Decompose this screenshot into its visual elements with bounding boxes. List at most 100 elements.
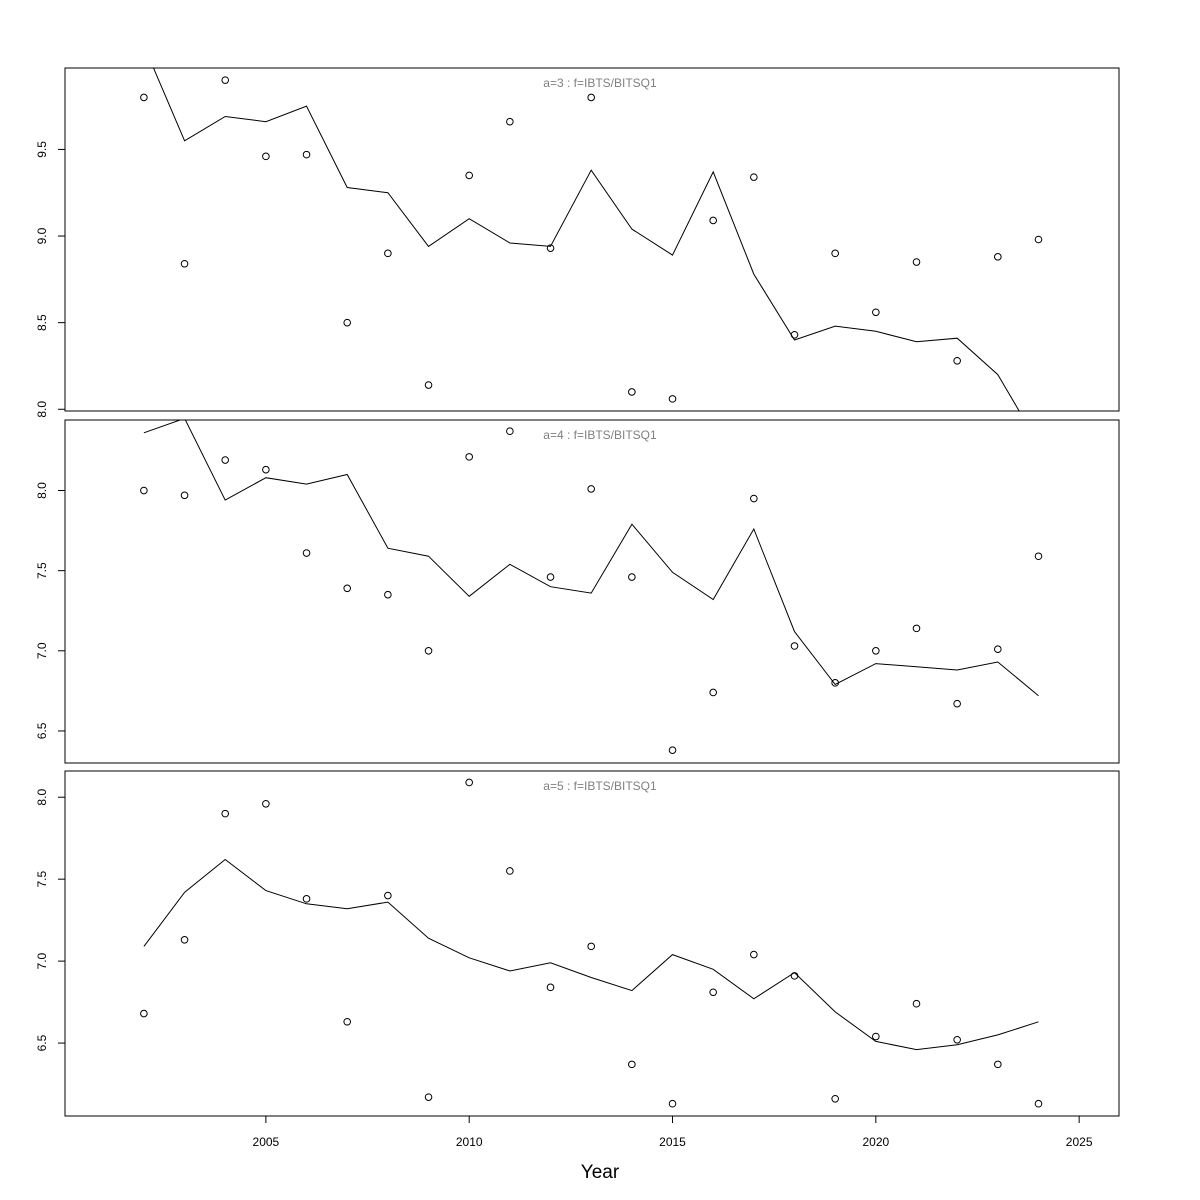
data-point <box>546 983 555 992</box>
y-tick-label: 8.5 <box>35 314 49 331</box>
data-point <box>424 381 433 389</box>
data-point <box>302 549 311 557</box>
data-point <box>668 746 677 754</box>
data-point <box>587 942 595 951</box>
panel-frame <box>64 67 1120 412</box>
data-point <box>221 809 230 818</box>
data-point <box>1034 1099 1043 1108</box>
data-point <box>709 688 717 697</box>
fitted-line <box>143 420 1039 697</box>
x-axis-label: Year <box>581 1162 620 1183</box>
data-point <box>262 152 270 161</box>
data-point <box>384 891 392 900</box>
data-point <box>953 1035 961 1044</box>
panel-frame <box>64 419 1120 764</box>
data-point <box>709 216 717 225</box>
data-point <box>628 573 636 581</box>
data-point <box>750 494 758 503</box>
data-point <box>180 259 189 268</box>
y-tick-label: 9.5 <box>35 141 49 158</box>
y-tick-label: 6.5 <box>35 722 49 739</box>
data-point <box>831 249 839 258</box>
data-point <box>628 1060 636 1069</box>
data-point <box>465 171 473 180</box>
data-point <box>953 356 961 365</box>
y-tick-label: 7.0 <box>35 952 49 969</box>
y-tick-label: 7.5 <box>35 871 49 888</box>
data-point <box>506 427 514 436</box>
data-point <box>140 93 148 102</box>
panel-title: a=3 : f=IBTS/BITSQ1 <box>543 76 657 90</box>
y-tick-label: 8.0 <box>35 401 49 418</box>
data-point <box>872 1032 880 1041</box>
data-point <box>221 456 230 464</box>
data-point <box>790 642 799 650</box>
data-point <box>872 647 880 655</box>
data-point <box>994 1060 1002 1069</box>
data-point <box>424 1093 433 1101</box>
data-point <box>262 799 270 808</box>
data-point <box>587 485 595 493</box>
panel-1: a=3 : f=IBTS/BITSQ1 8.0 8.5 9.0 9.5 <box>35 67 1120 418</box>
panel-3: a=5 : f=IBTS/BITSQ1 6.5 7.0 7.5 8.0 <box>35 770 1120 1117</box>
y-tick-label: 7.5 <box>35 562 49 579</box>
data-point <box>628 388 636 396</box>
x-tick-label: 2010 <box>456 1135 483 1149</box>
data-point <box>343 1017 352 1026</box>
data-point <box>180 936 189 944</box>
data-point <box>750 950 758 959</box>
x-tick-label: 2005 <box>253 1135 280 1149</box>
x-tick-label: 2025 <box>1066 1135 1093 1149</box>
data-point <box>465 778 473 787</box>
data-point <box>668 395 677 403</box>
y-tick-label: 6.5 <box>35 1034 49 1051</box>
panel-2: a=4 : f=IBTS/BITSQ1 6.5 7.0 7.5 8.0 <box>35 419 1120 764</box>
data-point <box>140 1009 148 1018</box>
data-point <box>994 253 1002 261</box>
data-point <box>140 486 148 495</box>
data-point <box>384 590 392 599</box>
data-point <box>262 465 270 474</box>
data-point <box>831 1094 839 1103</box>
data-point <box>384 249 392 258</box>
y-tick-label: 8.0 <box>35 482 49 499</box>
data-point <box>546 573 555 581</box>
x-tick-label: 2015 <box>659 1135 686 1149</box>
data-point <box>343 584 352 593</box>
y-tick-label: 9.0 <box>35 227 49 244</box>
data-point <box>872 308 880 317</box>
data-point <box>180 491 189 500</box>
data-point <box>587 93 595 102</box>
data-point <box>302 150 311 159</box>
data-point <box>790 330 799 339</box>
data-point <box>465 453 473 461</box>
x-axis: 2005 2010 2015 2020 2025 <box>253 1115 1093 1149</box>
data-point <box>546 244 555 252</box>
y-tick-label: 7.0 <box>35 642 49 659</box>
data-point <box>424 647 433 655</box>
data-point <box>790 972 799 980</box>
fitted-line <box>143 858 1039 1051</box>
data-point <box>221 76 230 84</box>
data-point <box>668 1099 677 1108</box>
data-point <box>506 117 514 126</box>
panel-title: a=4 : f=IBTS/BITSQ1 <box>543 428 657 442</box>
panel-title: a=5 : f=IBTS/BITSQ1 <box>543 779 657 793</box>
x-tick-label: 2020 <box>862 1135 889 1149</box>
fitted-line <box>152 68 1020 411</box>
data-point <box>709 988 717 997</box>
data-point <box>912 999 921 1008</box>
data-point <box>912 258 921 266</box>
data-point <box>953 699 961 708</box>
y-tick-label: 8.0 <box>35 789 49 806</box>
data-point <box>1034 552 1043 561</box>
data-point <box>506 867 514 875</box>
data-point <box>1034 235 1043 244</box>
data-point <box>302 895 311 903</box>
data-point <box>831 679 839 687</box>
data-point <box>912 624 921 633</box>
data-point <box>343 318 352 327</box>
data-point <box>994 645 1002 654</box>
data-point <box>750 173 758 181</box>
